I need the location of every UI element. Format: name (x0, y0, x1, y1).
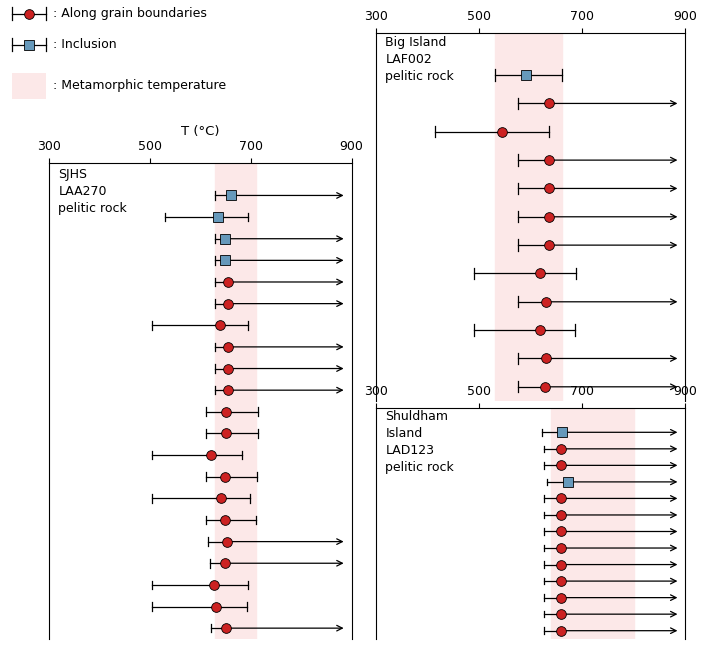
Text: Big Island
LAF002
pelitic rock: Big Island LAF002 pelitic rock (385, 37, 454, 83)
X-axis label: T (°C): T (°C) (181, 125, 219, 138)
Text: : Inclusion: : Inclusion (53, 38, 117, 52)
Bar (216, 163, 256, 639)
Text: Shuldham
Island
LAD123
pelitic rock: Shuldham Island LAD123 pelitic rock (385, 410, 454, 474)
Text: : Metamorphic temperature: : Metamorphic temperature (53, 80, 226, 93)
Bar (551, 408, 634, 639)
Text: : Along grain boundaries: : Along grain boundaries (53, 7, 207, 20)
Bar (495, 33, 562, 401)
Bar (13, 73, 46, 99)
Text: SJHS
LAA270
pelitic rock: SJHS LAA270 pelitic rock (58, 168, 127, 215)
